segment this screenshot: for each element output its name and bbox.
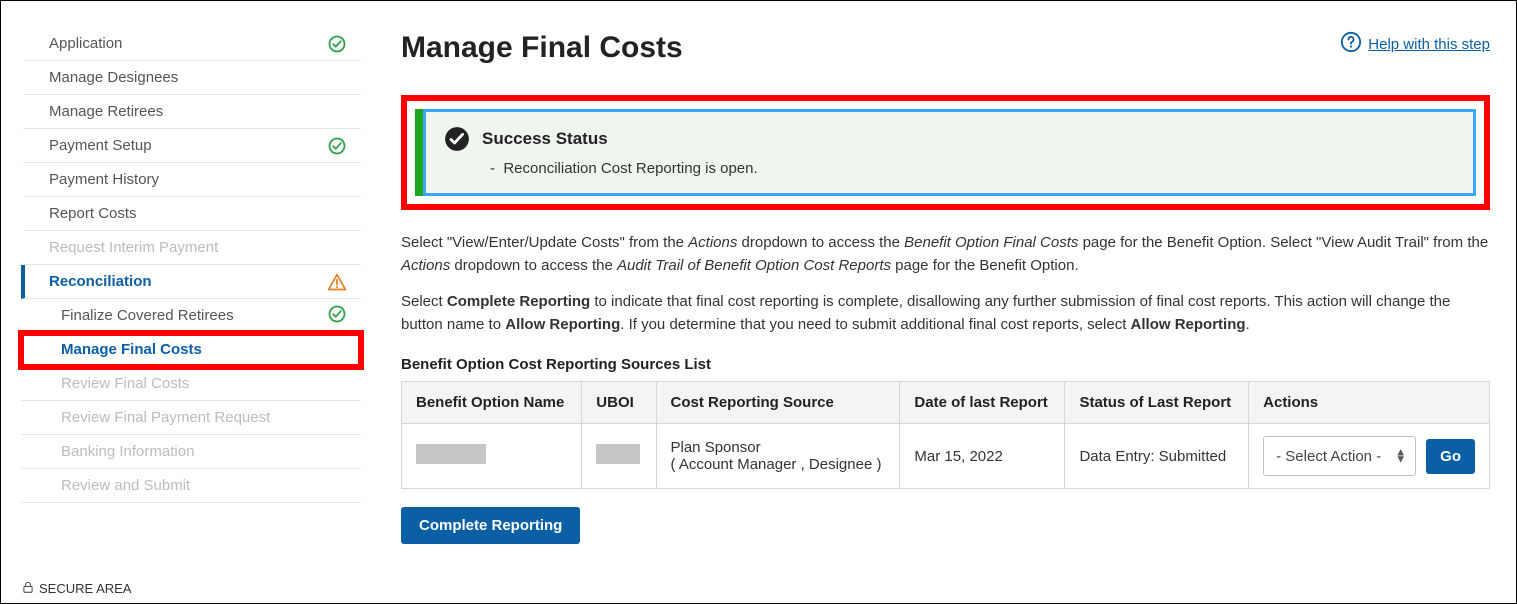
nav-manage-retirees[interactable]: Manage Retirees <box>21 95 361 129</box>
cell-status: Data Entry: Submitted <box>1065 424 1249 489</box>
th-status: Status of Last Report <box>1065 382 1249 424</box>
alert-title: Success Status <box>482 129 608 149</box>
help-link[interactable]: Help with this step <box>1340 31 1490 57</box>
nav-sub-banking-information: Banking Information <box>21 435 361 469</box>
main-content: Manage Final Costs Help with this step <box>361 21 1496 544</box>
cell-actions: - Select Action - ▲▼ Go <box>1249 424 1490 489</box>
nav-label: Application <box>49 35 122 52</box>
nav-label: Payment History <box>49 171 159 188</box>
nav-label: Reconciliation <box>49 273 152 290</box>
nav-payment-history[interactable]: Payment History <box>21 163 361 197</box>
nav-sub-label: Manage Final Costs <box>61 341 202 358</box>
th-actions: Actions <box>1249 382 1490 424</box>
complete-reporting-button[interactable]: Complete Reporting <box>401 507 580 544</box>
nav-sub-label: Review Final Payment Request <box>61 409 270 426</box>
table-caption: Benefit Option Cost Reporting Sources Li… <box>401 356 1490 373</box>
nav-label: Request Interim Payment <box>49 239 218 256</box>
nav-payment-setup[interactable]: Payment Setup <box>21 129 361 163</box>
nav-sub-review-final-payment-request: Review Final Payment Request <box>21 401 361 435</box>
nav-sub-label: Review and Submit <box>61 477 190 494</box>
alert-message: - Reconciliation Cost Reporting is open. <box>490 160 1455 177</box>
go-button[interactable]: Go <box>1426 439 1475 474</box>
th-source: Cost Reporting Source <box>656 382 900 424</box>
check-circle-icon <box>444 126 470 152</box>
secure-label: SECURE AREA <box>39 581 131 596</box>
cell-benefit-option-name <box>402 424 582 489</box>
cell-date: Mar 15, 2022 <box>900 424 1065 489</box>
select-value: - Select Action - <box>1276 448 1381 465</box>
nav-sub-finalize-covered-retirees[interactable]: Finalize Covered Retirees <box>21 299 361 333</box>
nav-sub-label: Review Final Costs <box>61 375 189 392</box>
nav-sub-review-final-costs: Review Final Costs <box>21 367 361 401</box>
th-uboi: UBOI <box>582 382 656 424</box>
page-title: Manage Final Costs <box>401 31 683 65</box>
help-label: Help with this step <box>1368 36 1490 53</box>
nav-manage-designees[interactable]: Manage Designees <box>21 61 361 95</box>
cost-reporting-table: Benefit Option Name UBOI Cost Reporting … <box>401 381 1490 489</box>
nav-label: Manage Designees <box>49 69 178 86</box>
nav-sub-label: Banking Information <box>61 443 194 460</box>
nav-label: Payment Setup <box>49 137 152 154</box>
nav-application[interactable]: Application <box>21 27 361 61</box>
redacted-block <box>416 444 486 464</box>
table-row: Plan Sponsor ( Account Manager , Designe… <box>402 424 1490 489</box>
check-icon <box>327 136 347 156</box>
warning-icon <box>327 272 347 292</box>
nav-sub-manage-final-costs[interactable]: Manage Final Costs <box>21 333 361 367</box>
th-date: Date of last Report <box>900 382 1065 424</box>
nav-report-costs[interactable]: Report Costs <box>21 197 361 231</box>
nav-label: Report Costs <box>49 205 137 222</box>
redacted-block <box>596 444 640 464</box>
description-1: Select "View/Enter/Update Costs" from th… <box>401 232 1490 277</box>
nav-sub-review-and-submit: Review and Submit <box>21 469 361 503</box>
check-icon <box>327 304 347 328</box>
description-2: Select Complete Reporting to indicate th… <box>401 291 1490 336</box>
cell-source: Plan Sponsor ( Account Manager , Designe… <box>656 424 900 489</box>
help-icon <box>1340 31 1362 57</box>
actions-select[interactable]: - Select Action - <box>1263 436 1416 476</box>
lock-icon <box>21 580 35 597</box>
nav-request-interim-payment: Request Interim Payment <box>21 231 361 265</box>
secure-area-indicator: SECURE AREA <box>21 580 131 597</box>
nav-sub-label: Finalize Covered Retirees <box>61 307 234 324</box>
cell-uboi <box>582 424 656 489</box>
check-icon <box>327 34 347 54</box>
nav-label: Manage Retirees <box>49 103 163 120</box>
success-alert: Success Status - Reconciliation Cost Rep… <box>401 95 1490 210</box>
th-name: Benefit Option Name <box>402 382 582 424</box>
sidebar: Application Manage Designees Manage Reti… <box>21 21 361 544</box>
nav-reconciliation[interactable]: Reconciliation <box>21 265 361 299</box>
